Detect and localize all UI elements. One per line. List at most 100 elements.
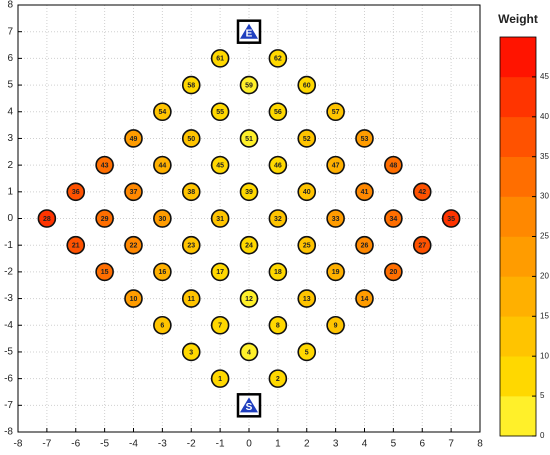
node: 44	[153, 155, 172, 175]
node: 47	[326, 155, 345, 175]
node: 60	[297, 75, 317, 95]
node: 30	[153, 209, 172, 228]
y-tick-label: -1	[4, 240, 13, 251]
node-label: 47	[332, 162, 340, 169]
node-label: 15	[101, 269, 109, 276]
node-dot	[268, 49, 288, 68]
node-dot	[326, 155, 345, 175]
node-dot	[297, 182, 317, 202]
node: 2	[268, 369, 288, 388]
node-label: 28	[43, 216, 51, 223]
node-dot	[412, 182, 432, 202]
node-label: 13	[303, 296, 311, 303]
node: 25	[297, 235, 317, 255]
node-dot	[239, 182, 259, 202]
node: 41	[355, 182, 374, 202]
node: 33	[326, 209, 345, 228]
y-tick-label: 3	[7, 133, 13, 144]
node-label: 29	[101, 216, 109, 223]
node: 11	[181, 289, 201, 308]
node-label: 35	[447, 216, 455, 223]
node-dot	[124, 235, 143, 255]
node: 13	[297, 289, 317, 308]
node-label: 54	[158, 109, 166, 116]
colorbar-step	[500, 37, 536, 78]
node: 36	[66, 182, 86, 202]
node-dot	[326, 315, 345, 335]
x-tick-label: -8	[14, 439, 23, 450]
node-label: 61	[216, 56, 224, 63]
node: 52	[297, 129, 317, 148]
node-dot	[181, 289, 201, 308]
node: 18	[268, 262, 288, 282]
x-tick-label: 6	[419, 439, 425, 450]
node-dot	[384, 262, 403, 282]
node: 39	[239, 182, 259, 202]
colorbar-step	[500, 396, 536, 437]
node: 45	[210, 155, 230, 175]
node-dot	[355, 289, 374, 308]
node-label: 23	[187, 243, 195, 250]
colorbar-step	[500, 356, 536, 397]
node-dot	[355, 182, 374, 202]
node: 16	[153, 262, 172, 282]
node-dot	[210, 315, 230, 335]
node-dot	[210, 102, 230, 122]
node-label: 26	[361, 243, 369, 250]
node: 42	[412, 182, 432, 202]
node: 26	[355, 235, 374, 255]
x-tick-label: 0	[246, 439, 252, 450]
node-dot	[124, 129, 143, 148]
y-tick-label: -5	[4, 347, 13, 358]
y-tick-label: -4	[4, 320, 13, 331]
node-dot	[153, 262, 172, 282]
node-label: 27	[418, 243, 426, 250]
node-dot	[268, 155, 288, 175]
node: 19	[326, 262, 345, 282]
node-dot	[326, 209, 345, 228]
node-label: 11	[188, 296, 196, 303]
node-label: 52	[303, 136, 311, 143]
y-tick-label: 1	[7, 186, 13, 197]
node-label: 17	[216, 269, 224, 276]
node: 23	[181, 235, 201, 255]
colorbar-tick-label: 25	[540, 232, 549, 241]
node-dot	[239, 75, 259, 95]
colorbar-tick-label: 10	[540, 351, 549, 360]
node-dot	[181, 75, 201, 95]
colorbar-step	[500, 76, 536, 118]
node: 55	[210, 102, 230, 122]
node-dot	[297, 289, 317, 308]
node-label: 24	[245, 243, 253, 250]
node: 24	[239, 235, 259, 255]
y-tick-label: 7	[7, 26, 13, 37]
node-label: 44	[158, 162, 166, 169]
marker-label: S	[246, 402, 253, 413]
node: 35	[441, 209, 461, 228]
node: 53	[355, 129, 374, 148]
node: 59	[239, 75, 259, 95]
node-label: 53	[361, 136, 369, 143]
marker-triangle	[240, 23, 258, 39]
node: 58	[181, 75, 201, 95]
node-dot	[268, 102, 288, 122]
colorbar-tick-label: 20	[540, 272, 549, 281]
marker-triangle	[240, 397, 258, 413]
node-dot	[239, 129, 259, 148]
node-label: 46	[274, 162, 282, 169]
node-dot	[297, 342, 317, 362]
node: 1	[210, 369, 230, 388]
node-label: 16	[158, 269, 166, 276]
x-tick-label: 8	[477, 439, 483, 450]
node: 17	[210, 262, 230, 282]
node-label: 21	[72, 243, 80, 250]
node-label: 57	[332, 109, 340, 116]
node-label: 50	[187, 136, 195, 143]
node-dot	[181, 342, 201, 362]
node-dot	[268, 315, 288, 335]
node-label: 51	[245, 136, 253, 143]
x-tick-label: 1	[275, 439, 281, 450]
node: 15	[95, 262, 114, 282]
y-tick-label: 2	[7, 160, 13, 171]
node: 21	[66, 235, 86, 255]
